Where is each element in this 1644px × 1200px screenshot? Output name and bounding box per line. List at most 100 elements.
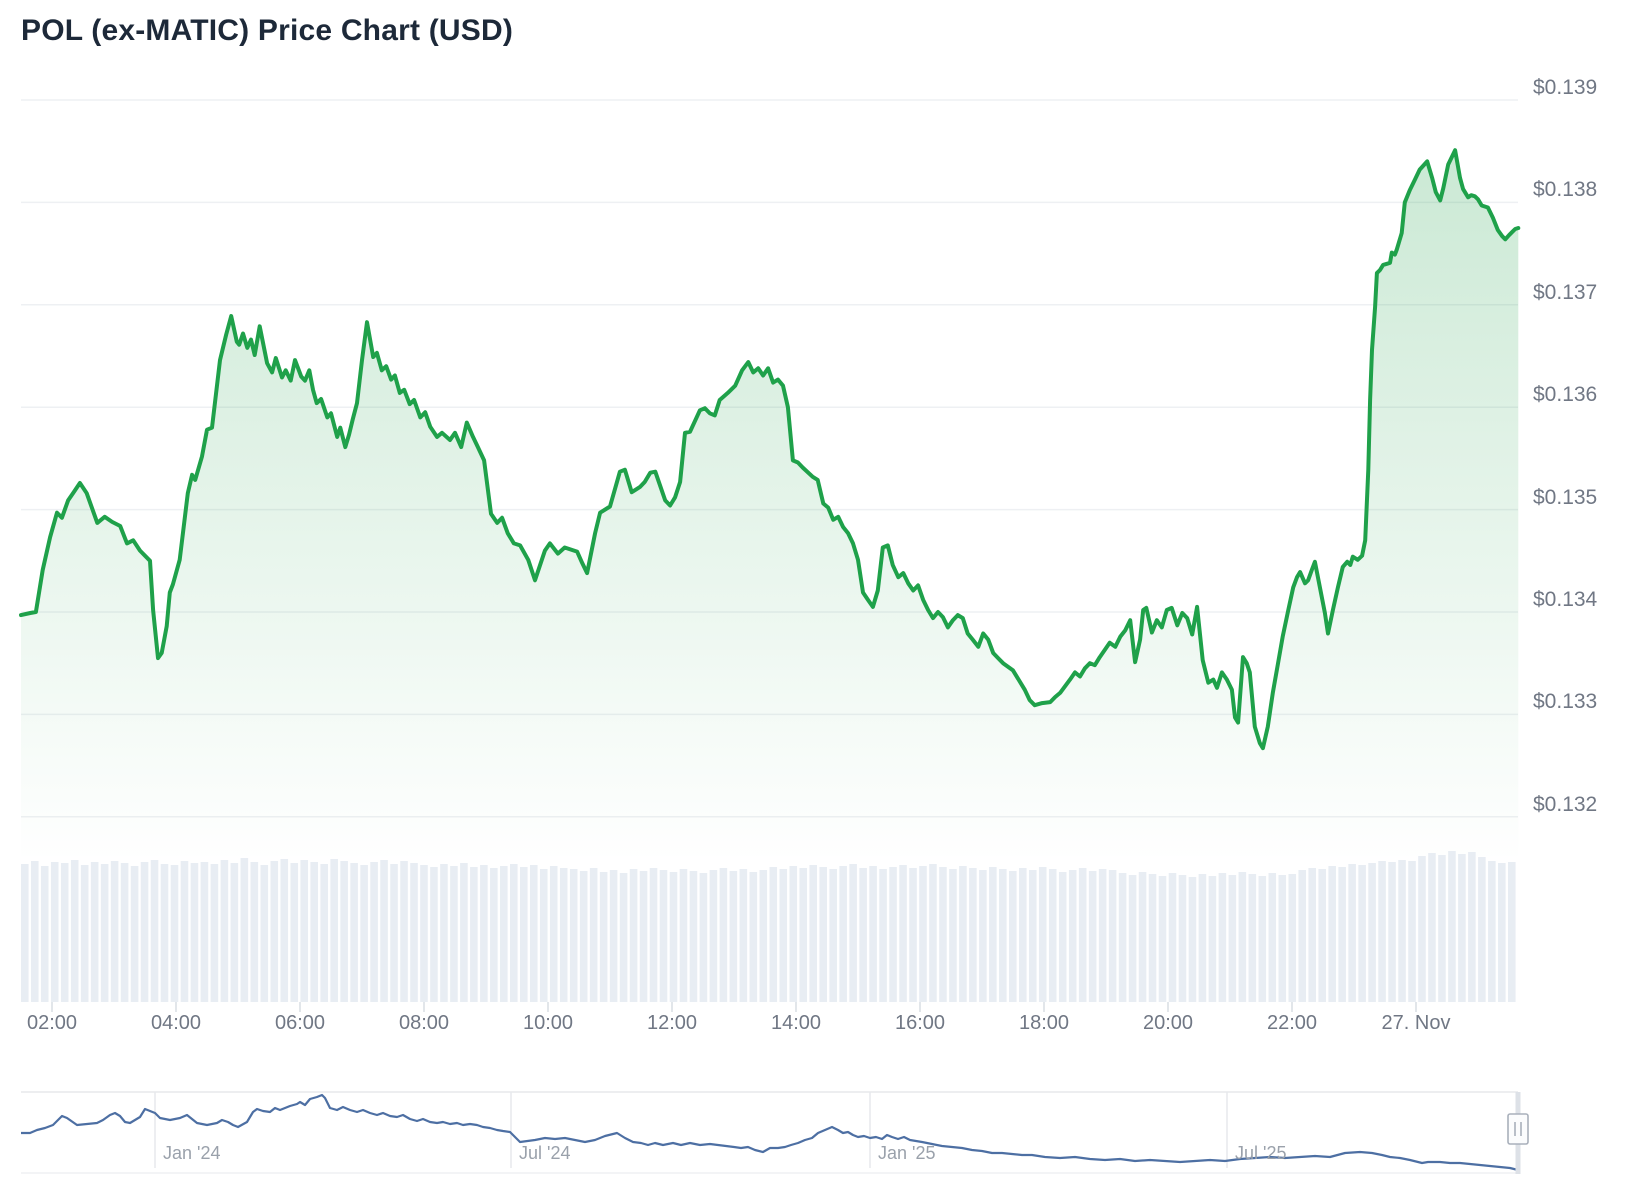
navigator-mini-chart[interactable] <box>21 1091 1519 1174</box>
volume-bar <box>809 865 817 1002</box>
volume-bar <box>310 862 318 1002</box>
volume-bar <box>410 863 418 1002</box>
x-axis-label: 20:00 <box>1142 1012 1194 1034</box>
volume-bar <box>1038 867 1047 1002</box>
price-line-series[interactable] <box>19 148 1521 751</box>
volume-bar <box>649 868 658 1002</box>
y-axis-label: $0.135 <box>1533 485 1598 509</box>
volume-bar <box>1158 876 1167 1002</box>
volume-bar <box>1148 874 1157 1002</box>
volume-bar <box>919 866 927 1002</box>
x-axis-label: 04:00 <box>150 1012 202 1034</box>
x-axis-tick-marks <box>51 1002 1417 1012</box>
volume-bar <box>1478 857 1486 1002</box>
price-line-path[interactable] <box>19 148 1521 751</box>
navigator-handle-grip[interactable] <box>1507 1113 1529 1145</box>
volume-bar <box>390 864 398 1002</box>
volume-bar <box>1418 856 1426 1002</box>
volume-bar <box>400 861 408 1002</box>
volume-bar <box>330 859 338 1002</box>
volume-bar <box>350 863 358 1002</box>
volume-bar <box>879 869 887 1002</box>
volume-bar <box>240 858 249 1002</box>
volume-bar <box>210 864 219 1002</box>
x-axis-label: 18:00 <box>1018 1012 1070 1034</box>
volume-bar <box>729 871 738 1002</box>
volume-bar <box>130 866 139 1002</box>
volume-bar <box>270 861 279 1002</box>
volume-bar <box>490 868 498 1002</box>
volume-bar <box>1318 869 1326 1002</box>
volume-bar <box>200 862 209 1002</box>
volume-bar <box>1208 876 1217 1002</box>
volume-bar <box>180 861 189 1002</box>
x-axis-label: 27. Nov <box>1381 1012 1451 1034</box>
x-axis-label: 10:00 <box>522 1012 574 1034</box>
volume-bar <box>1398 860 1406 1002</box>
volume-bar <box>1488 861 1496 1002</box>
volume-bar <box>969 868 977 1002</box>
volume-bar <box>699 873 708 1002</box>
navigator-line-path[interactable] <box>21 1093 1519 1172</box>
volume-bar <box>140 862 149 1002</box>
volume-bar <box>1178 875 1187 1002</box>
volume-bar <box>819 867 827 1002</box>
volume-bar <box>1348 864 1356 1002</box>
navigator-axis-label: Jan '25 <box>878 1143 936 1163</box>
volume-bar <box>60 863 69 1002</box>
navigator-axis-label: Jul '25 <box>1235 1143 1287 1163</box>
volume-bar <box>609 870 618 1002</box>
volume-bar <box>1258 876 1267 1002</box>
volume-bar <box>70 860 79 1002</box>
volume-bar <box>619 873 628 1002</box>
volume-bar <box>1048 869 1057 1002</box>
volume-bar <box>849 864 857 1002</box>
navigator-axis-label: Jan '24 <box>163 1143 221 1163</box>
navigator-handle[interactable] <box>1507 1092 1529 1174</box>
volume-bar <box>1438 855 1446 1002</box>
y-axis-label: $0.136 <box>1533 383 1598 407</box>
volume-bar <box>280 859 289 1002</box>
volume-bar <box>1308 868 1316 1002</box>
x-axis-label: 14:00 <box>770 1012 822 1034</box>
volume-bar <box>899 865 907 1002</box>
volume-bar <box>260 865 269 1002</box>
x-axis-label: 02:00 <box>26 1012 78 1034</box>
volume-bar <box>989 867 997 1002</box>
volume-bar <box>869 866 877 1002</box>
volume-bar <box>40 866 49 1002</box>
volume-bar <box>629 869 638 1002</box>
volume-bar <box>220 860 229 1002</box>
volume-bar <box>1118 873 1127 1002</box>
volume-bar <box>230 863 239 1002</box>
volume-bar <box>659 870 668 1002</box>
volume-bar <box>420 865 428 1002</box>
volume-bar <box>520 867 528 1002</box>
volume-bar <box>909 868 917 1002</box>
y-axis-label: $0.132 <box>1533 792 1598 816</box>
volume-bar <box>1468 852 1476 1002</box>
volume-bar <box>1458 854 1466 1002</box>
volume-bar <box>1078 868 1087 1002</box>
volume-bar <box>150 860 159 1002</box>
volume-bar <box>460 863 468 1002</box>
volume-bar <box>639 871 648 1002</box>
plot-hover-area[interactable] <box>21 75 1518 1002</box>
volume-bar <box>1218 873 1227 1002</box>
volume-bar <box>1338 867 1346 1002</box>
volume-bar <box>799 868 808 1002</box>
volume-bar <box>450 866 458 1002</box>
y-axis-label: $0.139 <box>1533 76 1598 99</box>
volume-bar <box>1498 863 1506 1002</box>
volume-bar <box>470 867 478 1002</box>
volume-bar <box>829 869 837 1002</box>
x-axis-label: 22:00 <box>1266 1012 1318 1034</box>
volume-bar <box>440 864 448 1002</box>
volume-bar <box>1298 870 1307 1002</box>
volume-bar <box>679 869 688 1002</box>
volume-bar <box>120 863 129 1002</box>
volume-bar <box>739 869 748 1002</box>
volume-bar <box>290 863 299 1002</box>
volume-bar <box>1268 873 1277 1002</box>
volume-bar <box>170 865 179 1002</box>
